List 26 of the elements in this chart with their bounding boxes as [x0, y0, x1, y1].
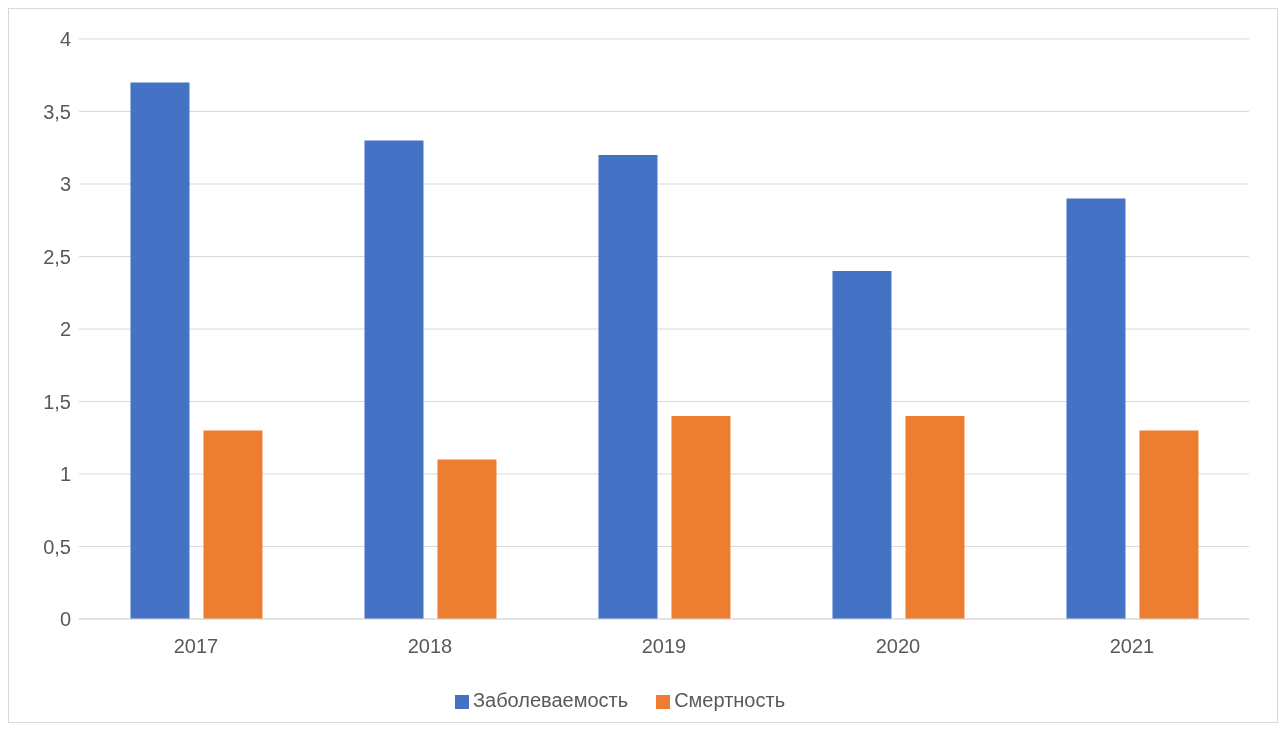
bar [437, 459, 497, 619]
legend-label: Заболеваемость [472, 689, 629, 711]
x-tick-label: 2021 [1109, 635, 1155, 658]
bar [832, 271, 892, 619]
bar [130, 82, 190, 619]
y-tick-label: 1 [59, 463, 71, 486]
bar [905, 416, 965, 619]
bar [1066, 198, 1126, 619]
y-tick-label: 2,5 [43, 245, 71, 268]
x-tick-label: 2020 [875, 635, 921, 658]
y-tick-label: 3,5 [43, 100, 71, 123]
bar [598, 155, 658, 619]
bar [364, 140, 424, 619]
x-tick-label: 2019 [641, 635, 687, 658]
bar [203, 430, 263, 619]
bar [1139, 430, 1199, 619]
bar [671, 416, 731, 619]
y-tick-label: 2 [59, 318, 71, 341]
y-tick-label: 0 [59, 608, 71, 631]
legend-label: Смертность [674, 689, 786, 711]
y-tick-label: 4 [59, 28, 71, 51]
y-tick-label: 0,5 [43, 535, 71, 558]
x-tick-label: 2018 [407, 635, 453, 658]
y-tick-label: 1,5 [43, 390, 71, 413]
x-tick-label: 2017 [173, 635, 219, 658]
y-tick-label: 3 [59, 173, 71, 196]
